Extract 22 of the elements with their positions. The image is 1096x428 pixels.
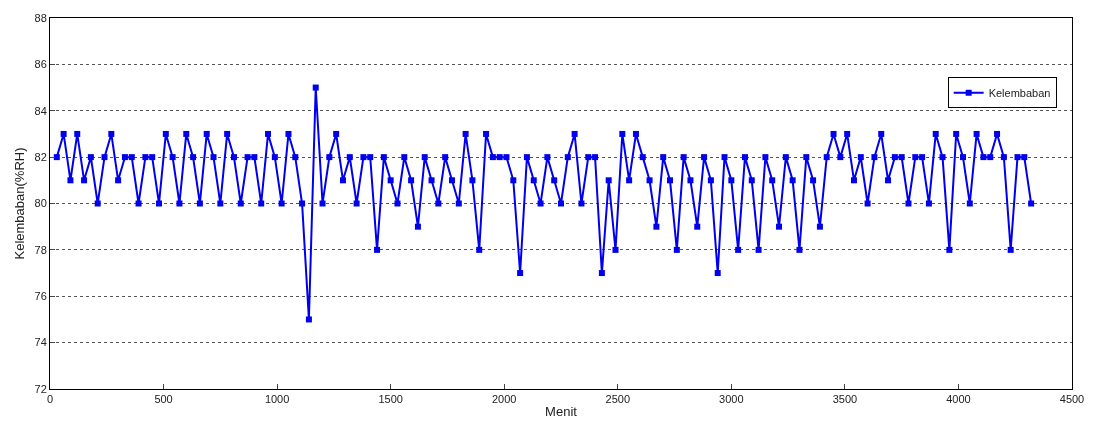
x-tick-label: 2000 [491, 393, 517, 406]
y-tick-label: 86 [34, 58, 47, 71]
y-tick-label: 88 [34, 11, 47, 24]
y-tick-label: 78 [34, 243, 47, 256]
y-tick-label: 76 [34, 290, 47, 303]
x-tick-label: 0 [46, 393, 54, 406]
x-tick-label: 4000 [946, 393, 971, 406]
x-tick-label: 2500 [605, 393, 631, 406]
x-tick-label: 500 [154, 393, 173, 406]
y-axis-title: Kelembaban(%RH) [12, 147, 28, 260]
legend-label: Kelembaban [988, 87, 1051, 100]
y-tick-label: 72 [34, 382, 47, 395]
y-tick-label: 82 [34, 150, 47, 163]
y-tick-label: 74 [34, 336, 47, 349]
x-axis-title: Menit [545, 403, 578, 419]
x-tick-label: 1000 [264, 393, 290, 406]
x-tick-label: 3500 [832, 393, 858, 406]
x-tick-label: 1500 [378, 393, 403, 406]
y-tick-label: 84 [34, 104, 47, 117]
y-tick-label: 80 [34, 197, 47, 210]
x-tick-label: 4500 [1059, 393, 1085, 406]
x-tick-label: 3000 [719, 393, 744, 406]
